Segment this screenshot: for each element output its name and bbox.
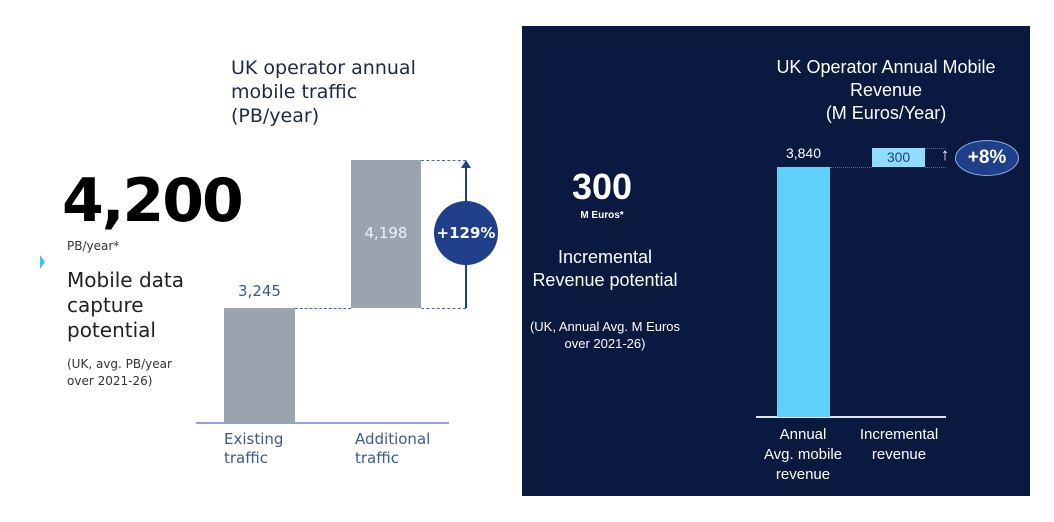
connector-dash	[925, 148, 946, 149]
revenue-change-badge: +8%	[955, 140, 1019, 176]
category-existing-traffic: Existing traffic	[224, 430, 283, 468]
category-line: Additional	[355, 430, 431, 448]
revenue-axis-line	[756, 416, 946, 418]
note-line: (UK, avg. PB/year	[67, 357, 172, 371]
category-line: Annual	[779, 426, 827, 443]
bar-label-existing: 3,245	[238, 282, 281, 301]
title-line: mobile traffic	[231, 81, 358, 103]
description-line: Revenue potential	[532, 270, 678, 290]
title-line: (M Euros/Year)	[825, 103, 947, 123]
connector-dash	[421, 308, 466, 310]
category-incremental-revenue: Incremental revenue	[850, 425, 948, 465]
revenue-headline-value: 300	[571, 166, 633, 207]
category-line: revenue	[871, 446, 927, 463]
revenue-chart-title: UK Operator Annual Mobile Revenue (M Eur…	[736, 56, 1036, 125]
category-additional-traffic: Additional traffic	[355, 430, 430, 468]
bar-additional-traffic	[351, 160, 421, 309]
category-line: traffic	[355, 449, 399, 467]
category-line: Existing	[224, 430, 284, 448]
connector-dash	[830, 167, 872, 169]
category-line: Incremental	[859, 426, 939, 443]
traffic-change-badge: +129%	[434, 201, 498, 265]
category-annual-revenue: Annual Avg. mobile revenue	[757, 425, 849, 485]
description-line: Incremental	[557, 247, 653, 267]
traffic-note: (UK, avg. PB/year over 2021-26)	[67, 356, 172, 390]
bar-label-additional: 4,198	[364, 224, 408, 243]
arrowhead-icon	[461, 160, 471, 168]
revenue-note: (UK, Annual Avg. M Euros over 2021-26)	[518, 318, 692, 352]
bar-existing-traffic	[224, 308, 295, 423]
note-line: over 2021-26)	[67, 374, 153, 388]
traffic-headline-unit: PB/year*	[67, 239, 120, 253]
traffic-description: Mobile data capture potential	[67, 268, 185, 342]
title-line: UK Operator Annual Mobile	[776, 57, 996, 77]
category-line: traffic	[224, 449, 268, 467]
category-line: revenue	[775, 466, 831, 483]
revenue-headline-unit: M Euros*	[580, 210, 624, 221]
note-line: (UK, Annual Avg. M Euros	[529, 319, 681, 334]
revenue-description: Incremental Revenue potential	[522, 246, 688, 292]
traffic-axis-line	[196, 422, 449, 424]
marker-triangle-icon	[40, 255, 45, 269]
connector-dash	[421, 160, 466, 161]
traffic-chart-title: UK operator annual mobile traffic (PB/ye…	[231, 56, 416, 128]
title-line: (PB/year)	[231, 105, 320, 127]
revenue-panel	[522, 26, 1030, 496]
title-line: UK operator annual	[231, 57, 416, 79]
category-line: Avg. mobile	[763, 446, 843, 463]
bar-label-annual: 3,840	[785, 145, 822, 162]
bar-annual-revenue	[777, 167, 830, 417]
up-arrow-icon: ↑	[940, 145, 950, 164]
connector-dash	[295, 308, 351, 310]
traffic-headline-value: 4,200	[62, 166, 244, 236]
title-line: Revenue	[849, 80, 923, 100]
note-line: over 2021-26)	[564, 336, 646, 351]
bar-incremental-revenue: 300	[872, 148, 925, 168]
connector-dash	[925, 167, 946, 169]
